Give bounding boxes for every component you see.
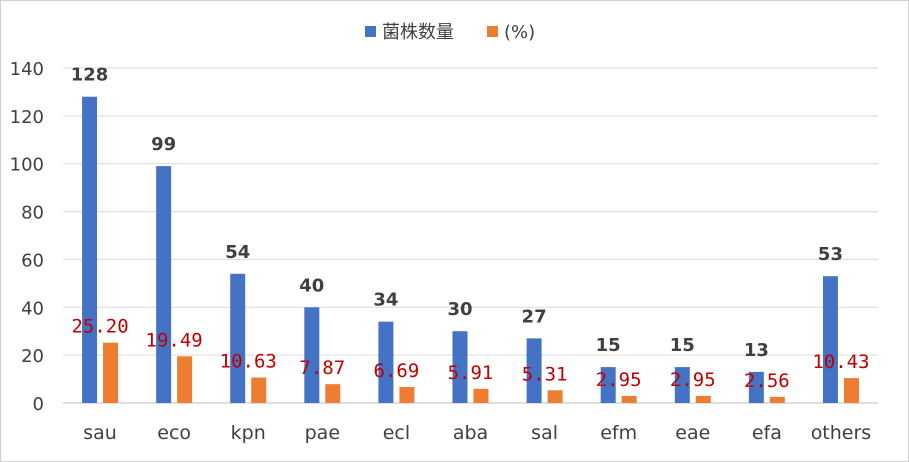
count-bar <box>600 367 616 403</box>
percent-bar <box>473 388 489 403</box>
count-bar <box>304 307 320 403</box>
y-tick-label: 140 <box>10 59 44 80</box>
bars <box>82 96 859 403</box>
percent-data-label: 5.31 <box>522 363 568 385</box>
y-tick-label: 100 <box>10 155 44 176</box>
count-data-label: 128 <box>71 65 109 86</box>
x-category-label: sau <box>83 422 117 444</box>
percent-bar <box>103 342 119 403</box>
count-bar <box>452 331 468 403</box>
y-axis-tick-labels: 0 20 40 60 80 100 120 140 <box>10 59 44 415</box>
count-bar <box>230 273 246 403</box>
x-category-label: others <box>811 422 872 444</box>
percent-bar <box>399 386 415 403</box>
y-tick-label: 80 <box>21 203 44 224</box>
y-tick-label: 120 <box>10 107 44 128</box>
x-category-label: sal <box>531 422 558 444</box>
count-data-label: 13 <box>744 340 769 361</box>
count-bar <box>378 321 394 403</box>
legend-swatch-count <box>365 26 376 37</box>
legend-swatch-percent <box>487 26 498 37</box>
x-category-label: kpn <box>231 422 266 444</box>
percent-bar <box>621 395 637 403</box>
percent-data-label: 6.69 <box>374 360 420 382</box>
percent-data-label: 7.87 <box>299 357 345 379</box>
count-data-label: 54 <box>225 242 250 263</box>
count-data-label: 34 <box>373 290 398 311</box>
percent-data-label: 2.95 <box>670 369 716 391</box>
x-axis-category-labels: sau eco kpn pae ecl aba sal efm eae efa others <box>83 422 871 444</box>
data-labels: 128 25.20 99 19.49 54 10.63 40 7.87 34 6.69 30 5.91… <box>71 65 870 392</box>
percent-data-label: 5.91 <box>448 362 494 384</box>
x-category-label: efm <box>600 422 637 444</box>
y-tick-label: 40 <box>21 298 44 319</box>
count-bar <box>674 367 690 403</box>
count-bar <box>748 371 764 403</box>
count-data-label: 15 <box>596 335 621 356</box>
x-category-label: aba <box>453 422 488 444</box>
percent-bar <box>547 390 563 403</box>
gridlines <box>63 67 878 404</box>
count-data-label: 99 <box>151 134 176 155</box>
count-bar <box>82 96 98 403</box>
percent-bar <box>769 396 785 403</box>
y-tick-label: 60 <box>21 250 44 271</box>
legend: 菌株数量 (%) <box>365 22 535 43</box>
count-bar <box>156 166 172 403</box>
percent-data-label: 10.43 <box>812 351 869 373</box>
x-category-label: pae <box>305 422 340 444</box>
percent-data-label: 19.49 <box>146 329 203 351</box>
percent-data-label: 10.63 <box>220 351 277 373</box>
count-data-label: 27 <box>522 306 547 327</box>
percent-data-label: 2.56 <box>744 370 790 392</box>
x-category-label: efa <box>752 422 782 444</box>
percent-data-label: 2.95 <box>596 369 642 391</box>
percent-data-label: 25.20 <box>71 316 128 338</box>
percent-bar <box>251 377 267 403</box>
legend-label-percent: (%) <box>504 22 535 43</box>
y-tick-label: 20 <box>21 346 44 367</box>
count-data-label: 15 <box>670 335 695 356</box>
count-data-label: 53 <box>818 244 843 265</box>
y-tick-label: 0 <box>33 394 44 415</box>
legend-label-count: 菌株数量 <box>382 22 454 43</box>
x-category-label: ecl <box>383 422 410 444</box>
count-bar <box>526 338 542 403</box>
count-data-label: 40 <box>299 275 324 296</box>
x-category-label: eco <box>157 422 191 444</box>
percent-bar <box>177 356 193 403</box>
percent-bar <box>325 384 341 403</box>
x-category-label: eae <box>675 422 710 444</box>
percent-bar <box>695 395 711 403</box>
count-bar <box>822 276 838 403</box>
count-data-label: 30 <box>447 299 472 320</box>
percent-bar <box>843 378 859 403</box>
